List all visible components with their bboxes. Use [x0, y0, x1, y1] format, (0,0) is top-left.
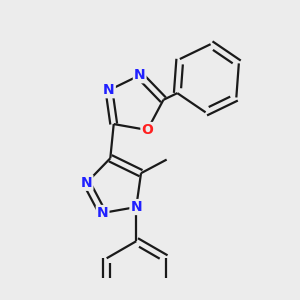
Text: N: N: [130, 200, 142, 214]
Text: N: N: [134, 68, 146, 82]
Text: N: N: [81, 176, 92, 190]
Text: O: O: [141, 123, 153, 137]
Text: N: N: [103, 83, 115, 97]
Text: N: N: [97, 206, 108, 220]
